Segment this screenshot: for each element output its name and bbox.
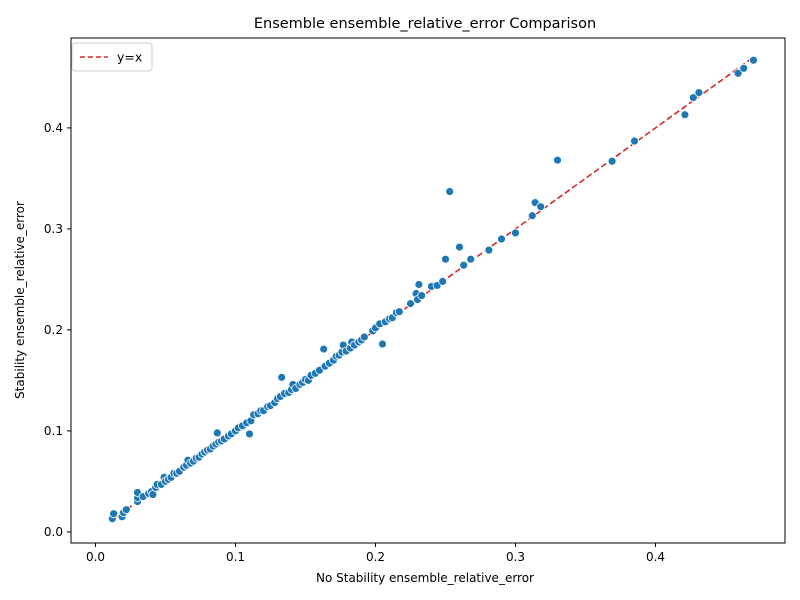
scatter-point [414,280,424,289]
chart-title: Ensemble ensemble_relative_error Compari… [254,16,596,32]
scatter-point [121,505,131,515]
scatter-point [277,372,287,382]
legend: y=x [71,42,153,72]
x-tick-label: 0.2 [366,550,385,564]
scatter-point [438,277,448,286]
scatter-point [459,260,469,270]
scatter-point [527,211,537,221]
scatter-point [536,202,546,212]
scatter-point [749,55,758,65]
x-tick-label: 0.4 [646,550,665,564]
y-axis-label: Stability ensemble_relative_error [13,201,27,399]
y-axis-ticks: 0.0 0.1 0.2 0.3 0.4 [44,121,71,539]
scatter-point [394,307,404,317]
x-tick-label: 0.3 [506,550,525,564]
y-tick-label: 0.3 [44,222,63,236]
legend-box [71,42,153,72]
scatter-point [441,254,450,264]
scatter-point [553,155,562,165]
scatter-point [733,68,743,78]
plot-area [70,37,786,544]
scatter-point [497,234,506,244]
plot-frame [70,37,786,544]
scatter-point [417,291,427,300]
scatter-point [359,332,369,342]
scatter-point [630,136,639,146]
scatter-point [455,242,464,252]
scatter-point [319,344,329,354]
x-axis-label: No Stability ensemble_relative_error [316,571,534,585]
scatter-point [694,88,704,97]
scatter-point [688,93,698,102]
scatter-point [378,339,387,349]
scatter-point [445,187,455,196]
x-tick-label: 0.0 [86,550,105,564]
x-axis-ticks: 0.0 0.1 0.2 0.3 0.4 [86,543,665,564]
scatter-point [212,428,222,438]
y-tick-label: 0.0 [44,525,63,539]
scatter-point [466,254,476,264]
points-group [107,55,758,524]
scatter-point [245,429,254,439]
scatter-point [109,509,119,519]
scatter-point [739,63,749,73]
scatter-point [484,245,494,255]
scatter-point [406,299,415,309]
x-tick-label: 0.1 [226,550,245,564]
y-tick-label: 0.2 [44,323,63,337]
y-tick-label: 0.1 [44,424,63,438]
scatter-point [607,156,617,166]
legend-label-yx: y=x [117,50,142,65]
scatter-point [680,110,690,120]
scatter-point [511,228,520,238]
y-tick-label: 0.4 [44,121,63,135]
